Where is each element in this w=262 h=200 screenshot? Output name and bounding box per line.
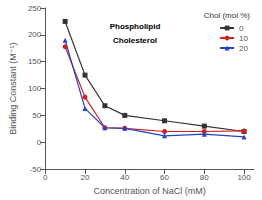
svg-text:0: 0 xyxy=(43,173,48,182)
svg-text:20: 20 xyxy=(239,44,248,53)
svg-text:100: 100 xyxy=(28,84,42,93)
svg-text:Cholesterol: Cholesterol xyxy=(113,36,157,45)
svg-text:40: 40 xyxy=(120,173,129,182)
svg-text:Concentration of NaCl (mM): Concentration of NaCl (mM) xyxy=(94,186,206,196)
svg-text:200: 200 xyxy=(28,30,42,39)
svg-text:250: 250 xyxy=(28,4,42,13)
svg-text:Chol (mol %): Chol (mol %) xyxy=(204,11,251,20)
svg-text:-50: -50 xyxy=(30,165,42,174)
svg-text:100: 100 xyxy=(237,173,251,182)
svg-text:150: 150 xyxy=(28,57,42,66)
svg-text:0: 0 xyxy=(37,138,42,147)
svg-text:80: 80 xyxy=(200,173,209,182)
svg-text:50: 50 xyxy=(32,111,41,120)
svg-text:Binding Constant (M⁻¹): Binding Constant (M⁻¹) xyxy=(8,42,18,134)
svg-text:20: 20 xyxy=(81,173,90,182)
svg-text:10: 10 xyxy=(239,34,248,43)
svg-text:Phospholipid: Phospholipid xyxy=(110,22,161,31)
svg-text:60: 60 xyxy=(160,173,169,182)
svg-text:0: 0 xyxy=(239,24,244,33)
